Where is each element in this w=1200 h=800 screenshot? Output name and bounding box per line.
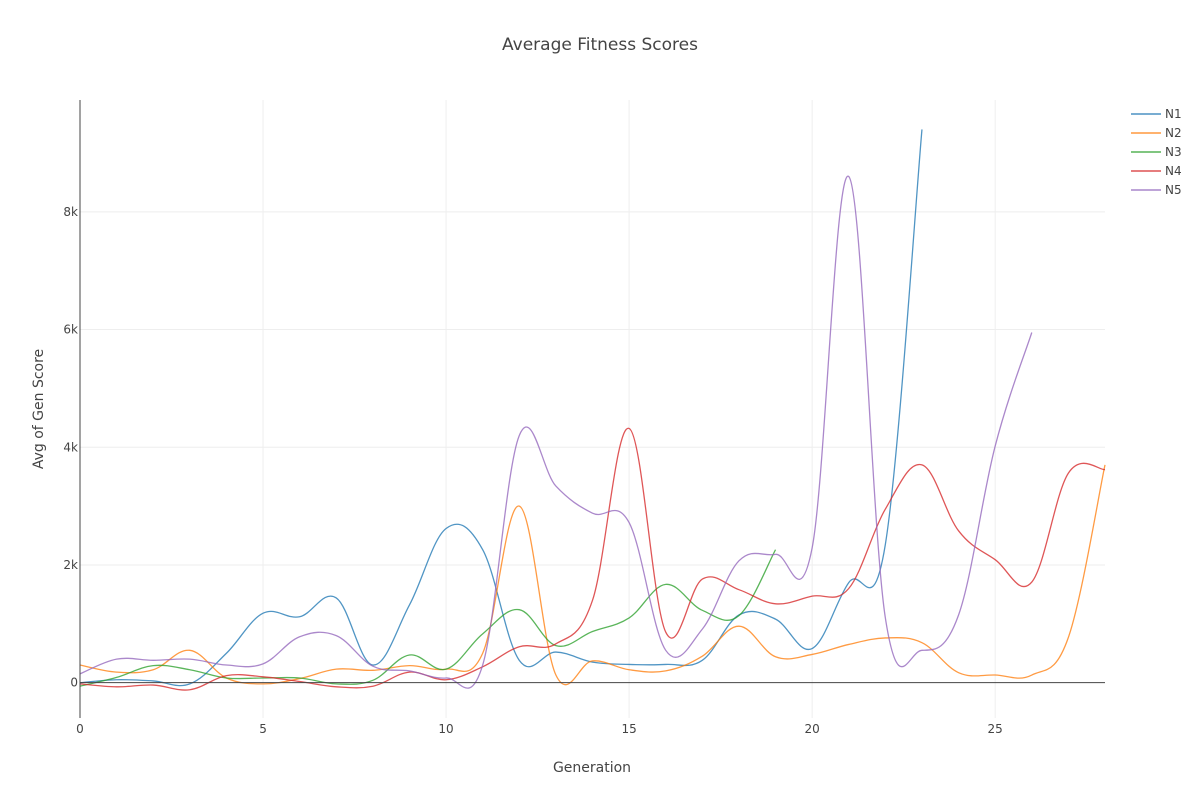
y-tick-label: 0 bbox=[70, 676, 78, 690]
legend[interactable]: N1 N2 N3 N4 N5 bbox=[1131, 107, 1182, 197]
series-line-n4[interactable] bbox=[79, 427, 1106, 691]
legend-label: N3 bbox=[1165, 145, 1182, 159]
x-axis-title: Generation bbox=[553, 760, 631, 776]
legend-label: N4 bbox=[1165, 164, 1182, 178]
legend-label: N1 bbox=[1165, 107, 1182, 121]
legend-item-n5[interactable]: N5 bbox=[1131, 183, 1182, 197]
legend-item-n1[interactable]: N1 bbox=[1131, 107, 1182, 121]
x-tick-label: 20 bbox=[805, 722, 820, 736]
x-tick-label: 0 bbox=[76, 722, 84, 736]
axis-layer: 0 5 10 15 20 25 0 2k 4k 6k 8k bbox=[63, 100, 1105, 736]
legend-item-n4[interactable]: N4 bbox=[1131, 164, 1182, 178]
legend-label: N2 bbox=[1165, 126, 1182, 140]
x-tick-label: 5 bbox=[259, 722, 267, 736]
legend-item-n2[interactable]: N2 bbox=[1131, 126, 1182, 140]
series-line-n2[interactable] bbox=[79, 464, 1106, 686]
series-line-n1[interactable] bbox=[79, 129, 923, 687]
y-tick-label: 8k bbox=[63, 205, 78, 219]
series-layer bbox=[79, 129, 1106, 691]
y-tick-label: 6k bbox=[63, 323, 78, 337]
x-tick-label: 25 bbox=[988, 722, 1003, 736]
y-tick-label: 2k bbox=[63, 558, 78, 572]
series-line-n5[interactable] bbox=[79, 175, 1033, 689]
grid-layer bbox=[80, 100, 1105, 718]
y-tick-label: 4k bbox=[63, 440, 78, 454]
legend-item-n3[interactable]: N3 bbox=[1131, 145, 1182, 159]
x-tick-label: 10 bbox=[438, 722, 453, 736]
y-axis-title: Avg of Gen Score bbox=[31, 349, 47, 469]
x-tick-label: 15 bbox=[621, 722, 636, 736]
legend-label: N5 bbox=[1165, 183, 1182, 197]
series-line-n3[interactable] bbox=[79, 549, 777, 687]
chart-title: Average Fitness Scores bbox=[502, 35, 698, 55]
